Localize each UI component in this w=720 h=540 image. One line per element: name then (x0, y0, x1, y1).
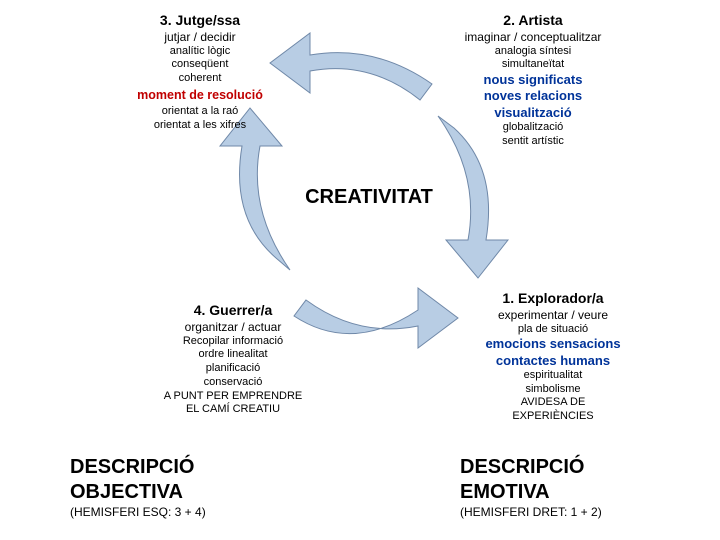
footer-left-line1: DESCRIPCIÓ (70, 455, 290, 480)
judge-title: 3. Jutge/ssa (120, 12, 280, 30)
artist-hl-1: noves relacions (448, 88, 618, 104)
quadrant-explorer: 1. Explorador/a experimentar / veure pla… (458, 290, 648, 424)
quadrant-artist: 2. Artista imaginar / conceptualitzar an… (448, 12, 618, 148)
footer-right-sub: (HEMISFERI DRET: 1 + 2) (460, 505, 690, 520)
artist-trait-0: analogia síntesi (448, 45, 618, 59)
artist-tail-0: globalització (448, 121, 618, 135)
judge-trait-1: conseqüent (120, 58, 280, 72)
explorer-title: 1. Explorador/a (458, 290, 648, 308)
judge-moment: moment de resolució (120, 88, 280, 104)
explorer-action: experimentar / veure (458, 308, 648, 323)
warrior-tail-1: EL CAMÍ CREATIU (138, 403, 328, 417)
judge-trait-2: coherent (120, 72, 280, 86)
explorer-hl-1: contactes humans (458, 353, 648, 369)
footer-left: DESCRIPCIÓ OBJECTIVA (HEMISFERI ESQ: 3 +… (70, 455, 290, 520)
judge-action-text: jutjar / decidir (164, 30, 235, 44)
explorer-tail-1: simbolisme (458, 383, 648, 397)
warrior-trait-1: ordre linealitat (138, 348, 328, 362)
artist-trait-1: simultaneïtat (448, 58, 618, 72)
warrior-trait-0: Recopilar informació (138, 335, 328, 349)
judge-trait-0: analític lògic (120, 45, 280, 59)
explorer-tail-0: espiritualitat (458, 369, 648, 383)
center-title: CREATIVITAT (294, 186, 444, 209)
artist-hl-2: visualització (448, 105, 618, 121)
judge-orient-1: orientat a les xifres (120, 119, 280, 133)
judge-orient-0: orientat a la raó (120, 105, 280, 119)
quadrant-warrior: 4. Guerrer/a organitzar / actuar Recopil… (138, 302, 328, 417)
footer-right: DESCRIPCIÓ EMOTIVA (HEMISFERI DRET: 1 + … (460, 455, 690, 520)
warrior-trait-3: conservació (138, 376, 328, 390)
footer-right-line1: DESCRIPCIÓ (460, 455, 690, 480)
warrior-trait-2: planificació (138, 362, 328, 376)
explorer-trait-0: pla de situació (458, 323, 648, 337)
artist-hl-0: nous significats (448, 72, 618, 88)
quadrant-judge: 3. Jutge/ssa jutjar / decidir analític l… (120, 12, 280, 133)
warrior-action: organitzar / actuar (138, 320, 328, 335)
explorer-tail-3: EXPERIÈNCIES (458, 410, 648, 424)
artist-title: 2. Artista (448, 12, 618, 30)
warrior-action-text: organitzar / actuar (185, 320, 282, 334)
warrior-title: 4. Guerrer/a (138, 302, 328, 320)
explorer-tail-2: AVIDESA DE (458, 396, 648, 410)
explorer-hl-0: emocions sensacions (458, 336, 648, 352)
judge-action: jutjar / decidir (120, 30, 280, 45)
artist-tail-1: sentit artístic (448, 135, 618, 149)
footer-left-line2: OBJECTIVA (70, 480, 290, 505)
warrior-tail-0: A PUNT PER EMPRENDRE (138, 390, 328, 404)
footer-right-line2: EMOTIVA (460, 480, 690, 505)
artist-action: imaginar / conceptualitzar (448, 30, 618, 45)
footer-left-sub: (HEMISFERI ESQ: 3 + 4) (70, 505, 290, 520)
